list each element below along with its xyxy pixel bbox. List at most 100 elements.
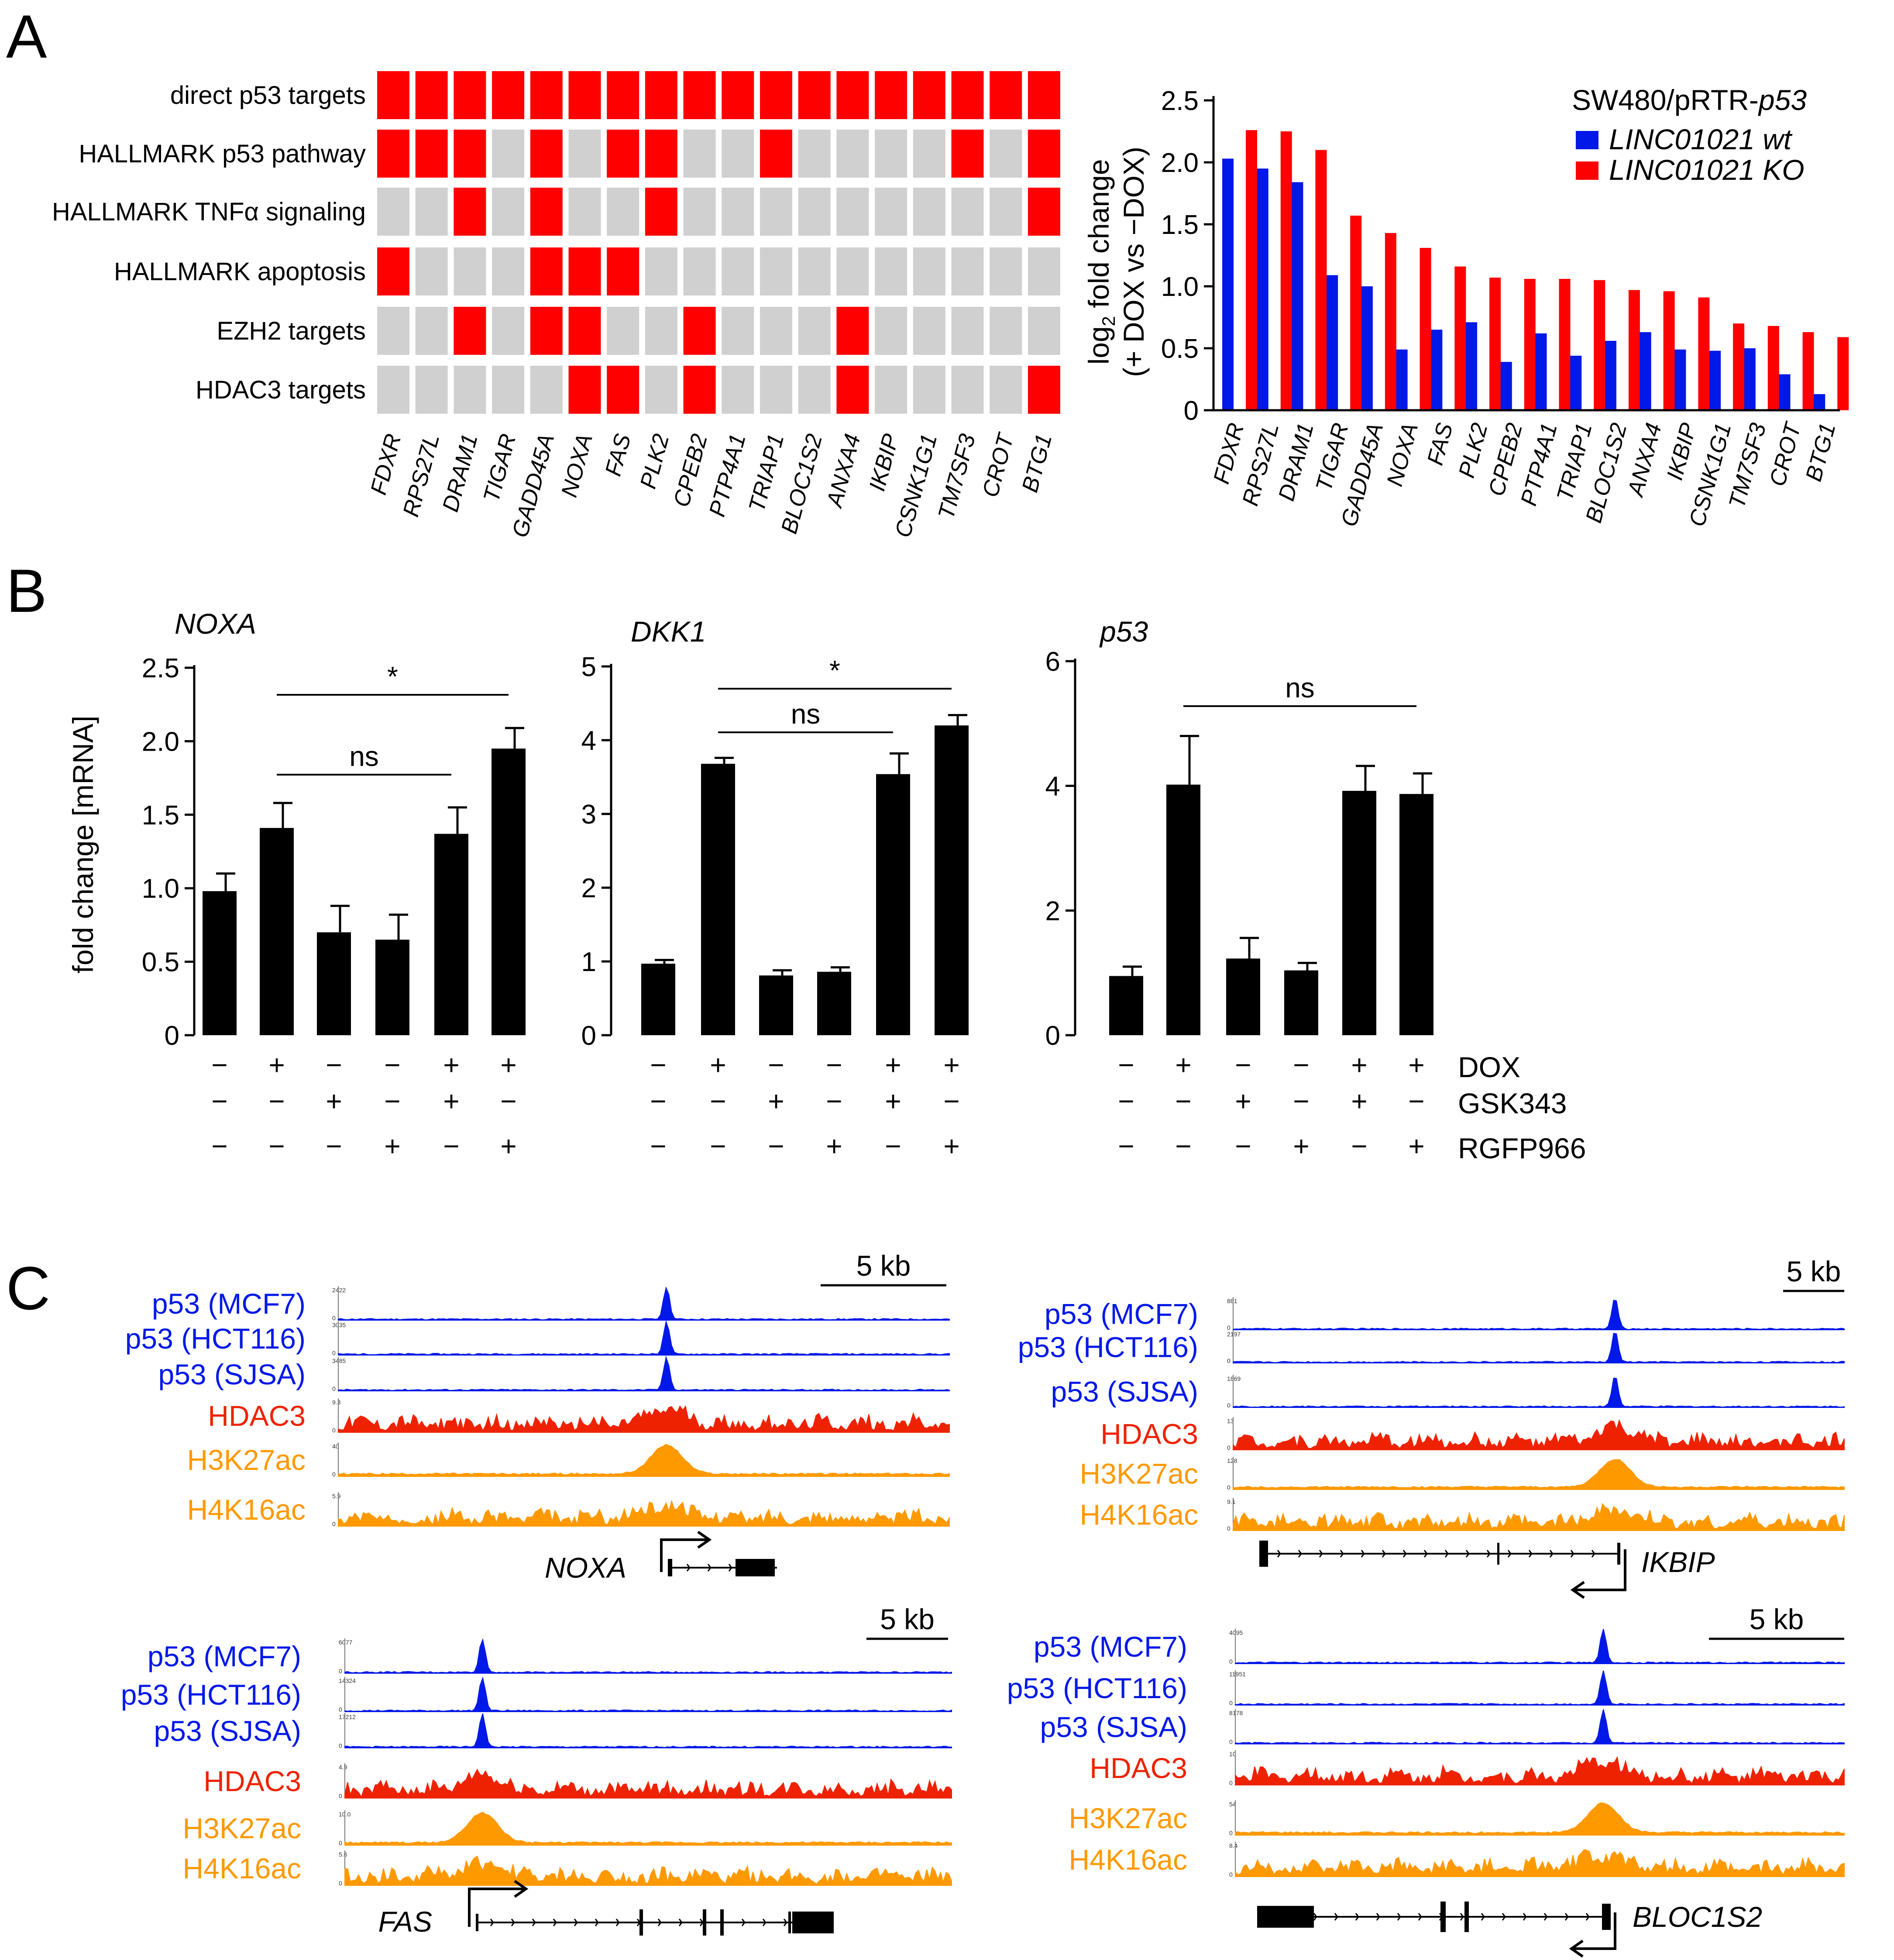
heatmap-cell	[645, 71, 677, 119]
track-scale: 14324	[339, 1677, 356, 1684]
treatment-sign: −	[1175, 1085, 1191, 1117]
track-scale: 128	[1227, 1457, 1237, 1464]
gene-strand-marker	[1340, 1550, 1344, 1558]
y-tick-label: 0.5	[1161, 334, 1199, 364]
track-scale: 881	[1227, 1298, 1237, 1304]
treatment-sign: −	[768, 1130, 784, 1162]
track-scale-zero: 0	[339, 1668, 342, 1675]
chart-noxa-title: NOXA	[175, 608, 256, 640]
heatmap-cell	[607, 71, 639, 119]
gene-strand-marker	[699, 1919, 704, 1926]
bar-wt	[1222, 158, 1234, 411]
track-label: H4K16ac	[182, 1852, 301, 1884]
bar-wt	[1605, 340, 1616, 410]
treatment-sign: −	[826, 1049, 842, 1081]
y-tick-label: 4	[581, 726, 596, 756]
heatmap-cell	[683, 307, 716, 355]
track-scale: 9.3	[332, 1399, 341, 1406]
bar	[701, 764, 735, 1035]
track-label: p53 (MCF7)	[1045, 1298, 1198, 1330]
gene-name: NOXA	[545, 1552, 626, 1584]
heatmap-cell	[683, 71, 716, 119]
track-label: p53 (SJSA)	[1051, 1376, 1198, 1408]
track-signal	[1233, 1503, 1845, 1531]
gene-exon	[720, 1909, 724, 1936]
tss-arrow	[660, 1538, 709, 1572]
locus-fas: 5 kb p53 (MCF7) 6077 0 p53 (HCT116) 14324 0 p53…	[121, 1603, 952, 1938]
track-signal	[1233, 1377, 1845, 1408]
bar-ko	[1767, 326, 1779, 410]
gene-strand-marker	[1502, 1913, 1506, 1921]
treatment-sign: +	[1408, 1130, 1424, 1162]
heatmap-cell	[951, 71, 984, 119]
y-tick-label: 2	[581, 873, 596, 903]
bar-wt	[1500, 362, 1512, 410]
heatmap-cell	[760, 366, 792, 414]
gene-exon	[1259, 1541, 1268, 1567]
heatmap-cell	[836, 71, 869, 119]
heatmap-cell	[454, 307, 486, 355]
track-label: p53 (HCT116)	[1018, 1331, 1198, 1363]
track-scale: 54	[1229, 1801, 1236, 1808]
bar-wt	[1327, 275, 1338, 410]
scale-bar-label: 5 kb	[856, 1249, 911, 1282]
track-scale: 1869	[1227, 1375, 1241, 1382]
bar	[641, 964, 675, 1035]
treatment-sign: +	[326, 1085, 342, 1117]
heatmap-cell	[836, 188, 869, 236]
track-signal	[1235, 1629, 1845, 1664]
gene-strand-marker	[783, 1919, 787, 1926]
heatmap-cell	[722, 366, 754, 414]
tss-arrowhead	[514, 1880, 529, 1898]
heatmap	[377, 71, 1060, 414]
legend-label: LINC01021 KO	[1609, 154, 1805, 186]
heatmap-gene-label: IKBIP	[864, 431, 904, 494]
track-scale-zero: 0	[339, 1880, 342, 1887]
y-tick-label: 0	[1045, 1021, 1060, 1051]
treatment-sign: +	[1351, 1049, 1367, 1081]
chart-a-ylabel: log2 fold change	[1083, 159, 1119, 364]
treatment-sign: +	[943, 1049, 959, 1081]
gene-exon	[639, 1909, 643, 1936]
heatmap-cell	[454, 188, 486, 236]
treatment-sign: −	[211, 1130, 227, 1162]
heatmap-cell	[913, 188, 945, 236]
gene-strand-marker	[532, 1919, 536, 1926]
track-signal	[1233, 1459, 1845, 1490]
heatmap-row-label: EZH2 targets	[217, 317, 366, 345]
gene-strand-marker	[678, 1919, 683, 1926]
heatmap-gene-label: DRAM1	[438, 431, 483, 515]
treatment-sign: −	[650, 1085, 666, 1117]
chart-dkk1-title: DKK1	[631, 615, 706, 648]
heatmap-cell	[913, 307, 945, 355]
track-signal	[344, 1812, 952, 1846]
track-signal	[338, 1286, 950, 1321]
treatment-name: RGFP966	[1458, 1132, 1586, 1164]
heatmap-cell	[798, 247, 831, 295]
tss-arrow	[468, 1888, 526, 1927]
track-scale: 40	[332, 1443, 339, 1450]
treatment-name: DOX	[1458, 1051, 1520, 1083]
gene-strand-marker	[1507, 1550, 1512, 1558]
heatmap-row-label: HALLMARK p53 pathway	[79, 140, 366, 168]
significance-label: *	[829, 655, 840, 686]
track-scale: 3485	[332, 1357, 346, 1364]
bar-ko	[1489, 278, 1501, 410]
track-label: p53 (HCT116)	[1007, 1672, 1187, 1704]
significance-label: ns	[349, 741, 379, 772]
bar-ko	[1733, 323, 1745, 410]
bar-wt	[1674, 349, 1686, 410]
heatmap-cell	[377, 366, 409, 414]
track-scale-zero: 0	[1227, 1357, 1231, 1364]
gene-strand-marker	[1313, 1913, 1317, 1921]
track-label: H3K27ac	[182, 1812, 301, 1844]
track-label: H3K27ac	[1079, 1458, 1198, 1490]
treatment-sign: +	[500, 1130, 516, 1162]
track-scale-zero: 0	[1227, 1484, 1231, 1491]
panel-label-c: C	[6, 1254, 50, 1322]
heatmap-cell	[607, 130, 639, 178]
